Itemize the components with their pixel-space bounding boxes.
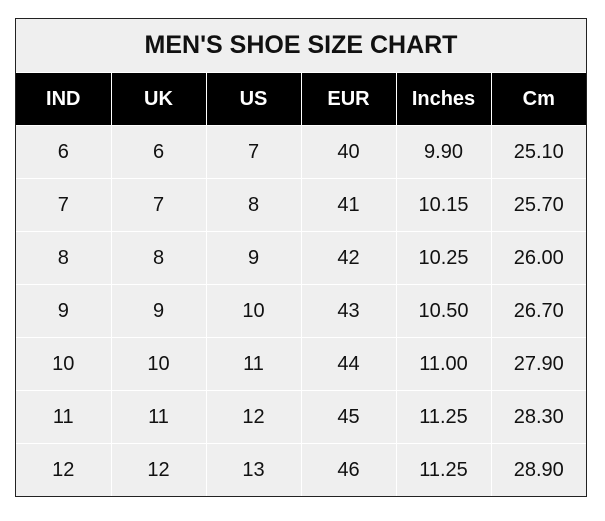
table-cell: 26.00 bbox=[490, 231, 586, 285]
table-row: 7 7 8 41 10.15 25.70 bbox=[16, 178, 586, 232]
table-row: 11 11 12 45 11.25 28.30 bbox=[16, 390, 586, 444]
table-cell: 10.25 bbox=[395, 231, 492, 285]
table-cell: 9 bbox=[16, 284, 112, 338]
table-row: 9 9 10 43 10.50 26.70 bbox=[16, 284, 586, 338]
table-cell: 10 bbox=[16, 337, 112, 391]
header-row: IND UK US EUR Inches Cm bbox=[16, 73, 586, 126]
table-cell: 12 bbox=[16, 443, 112, 496]
size-table: IND UK US EUR Inches Cm 6 6 7 40 9.90 25.10 7 7 8 41 10… bbox=[16, 73, 586, 496]
table-cell: 10.50 bbox=[395, 284, 492, 338]
size-chart: MEN'S SHOE SIZE CHART IND UK US EUR Inches Cm… bbox=[15, 18, 587, 497]
table-cell: 11.25 bbox=[395, 443, 492, 496]
table-cell: 6 bbox=[110, 125, 207, 179]
table-cell: 26.70 bbox=[490, 284, 586, 338]
table-cell: 46 bbox=[300, 443, 397, 496]
table-row: 10 10 11 44 11.00 27.90 bbox=[16, 337, 586, 391]
table-cell: 11.25 bbox=[395, 390, 492, 444]
table-cell: 40 bbox=[300, 125, 397, 179]
table-cell: 12 bbox=[205, 390, 302, 444]
table-cell: 28.30 bbox=[490, 390, 586, 444]
table-cell: 11 bbox=[205, 337, 302, 391]
column-header: EUR bbox=[300, 73, 397, 126]
table-cell: 8 bbox=[16, 231, 112, 285]
table-cell: 45 bbox=[300, 390, 397, 444]
table-cell: 25.70 bbox=[490, 178, 586, 232]
column-header: US bbox=[205, 73, 302, 126]
table-cell: 10.15 bbox=[395, 178, 492, 232]
table-row: 6 6 7 40 9.90 25.10 bbox=[16, 125, 586, 179]
table-cell: 10 bbox=[205, 284, 302, 338]
chart-title: MEN'S SHOE SIZE CHART bbox=[16, 19, 586, 73]
table-cell: 6 bbox=[16, 125, 112, 179]
table-cell: 11 bbox=[16, 390, 112, 444]
column-header: UK bbox=[110, 73, 207, 126]
table-row: 8 8 9 42 10.25 26.00 bbox=[16, 231, 586, 285]
table-row: 12 12 13 46 11.25 28.90 bbox=[16, 443, 586, 496]
table-cell: 7 bbox=[110, 178, 207, 232]
table-cell: 7 bbox=[205, 125, 302, 179]
column-header: Cm bbox=[490, 73, 586, 126]
table-cell: 44 bbox=[300, 337, 397, 391]
table-cell: 28.90 bbox=[490, 443, 586, 496]
table-body: 6 6 7 40 9.90 25.10 7 7 8 41 10.15 25.70 8 8 9 42 10.25 2… bbox=[16, 125, 586, 496]
table-cell: 13 bbox=[205, 443, 302, 496]
table-cell: 9.90 bbox=[395, 125, 492, 179]
column-header: Inches bbox=[395, 73, 492, 126]
table-cell: 25.10 bbox=[490, 125, 586, 179]
table-cell: 43 bbox=[300, 284, 397, 338]
table-cell: 10 bbox=[110, 337, 207, 391]
table-cell: 8 bbox=[110, 231, 207, 285]
table-cell: 7 bbox=[16, 178, 112, 232]
table-cell: 11 bbox=[110, 390, 207, 444]
table-cell: 9 bbox=[205, 231, 302, 285]
table-cell: 27.90 bbox=[490, 337, 586, 391]
table-cell: 42 bbox=[300, 231, 397, 285]
table-cell: 41 bbox=[300, 178, 397, 232]
table-cell: 11.00 bbox=[395, 337, 492, 391]
column-header: IND bbox=[16, 73, 112, 126]
table-cell: 8 bbox=[205, 178, 302, 232]
table-cell: 9 bbox=[110, 284, 207, 338]
table-cell: 12 bbox=[110, 443, 207, 496]
